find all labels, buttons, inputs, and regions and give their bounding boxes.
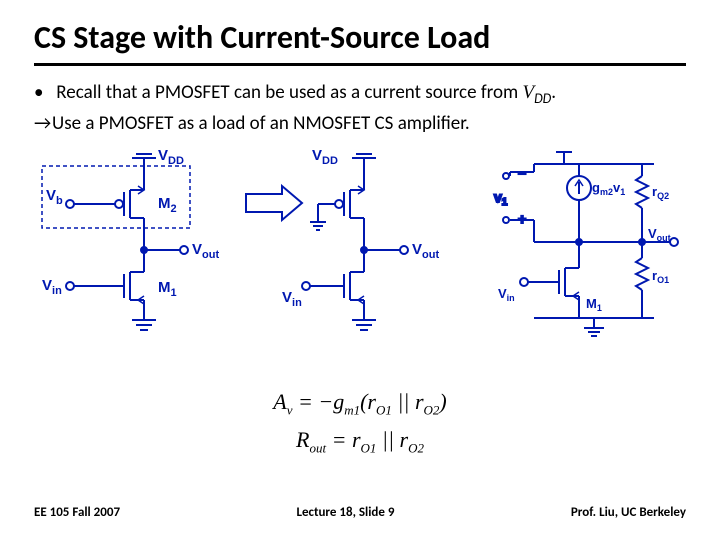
- svg-text:rQ2: rQ2: [652, 184, 669, 201]
- bullet-1-text-a: Recall that a PMOSFET can be used as a c…: [56, 81, 522, 104]
- equation-rout: Rout = rO1 || rO2: [34, 422, 686, 459]
- svg-text:Vout: Vout: [192, 241, 219, 261]
- svg-text:Vout: Vout: [412, 241, 439, 261]
- svg-text:M2: M2: [158, 195, 177, 215]
- slide-footer: EE 105 Fall 2007 Lecture 18, Slide 9 Pro…: [34, 505, 686, 520]
- bullet-list: • Recall that a PMOSFET can be used as a…: [34, 80, 686, 136]
- svg-text:v1: v1: [494, 189, 508, 208]
- arrow-icon: →: [34, 111, 52, 137]
- svg-text:rO1: rO1: [652, 268, 669, 285]
- equation-av: Av = −gm1(rO1 || rO2): [34, 384, 686, 421]
- bullet-1-end: .: [551, 81, 556, 104]
- svg-text:Vin: Vin: [282, 289, 302, 309]
- circuit-svg: VDD Vb M2 Vout Vin M1: [34, 142, 686, 382]
- svg-text:Vin: Vin: [42, 277, 62, 297]
- svg-text:Vout: Vout: [648, 226, 671, 243]
- equations: Av = −gm1(rO1 || rO2) Rout = rO1 || rO2: [34, 384, 686, 458]
- svg-text:Vb: Vb: [46, 187, 63, 207]
- svg-text:M1: M1: [158, 279, 177, 299]
- bullet-2: →Use a PMOSFET as a load of an NMOSFET C…: [34, 111, 686, 137]
- bullet-dot-icon: •: [34, 80, 52, 106]
- circuit-diagrams: VDD Vb M2 Vout Vin M1: [34, 142, 686, 382]
- bullet-1: • Recall that a PMOSFET can be used as a…: [34, 80, 686, 109]
- svg-text:VDD: VDD: [312, 147, 338, 167]
- vdd-v: V: [522, 82, 534, 103]
- vdd-sub: DD: [534, 90, 551, 107]
- footer-center: Lecture 18, Slide 9: [296, 505, 394, 520]
- footer-left: EE 105 Fall 2007: [34, 505, 120, 520]
- svg-text:VDD: VDD: [158, 147, 184, 167]
- svg-text:M1: M1: [586, 296, 602, 313]
- svg-text:gm2v1: gm2v1: [592, 180, 625, 197]
- footer-right: Prof. Liu, UC Berkeley: [571, 505, 686, 520]
- bullet-2-text: Use a PMOSFET as a load of an NMOSFET CS…: [52, 112, 470, 135]
- svg-text:Vin: Vin: [498, 286, 515, 303]
- slide-title: CS Stage with Current-Source Load: [34, 18, 686, 66]
